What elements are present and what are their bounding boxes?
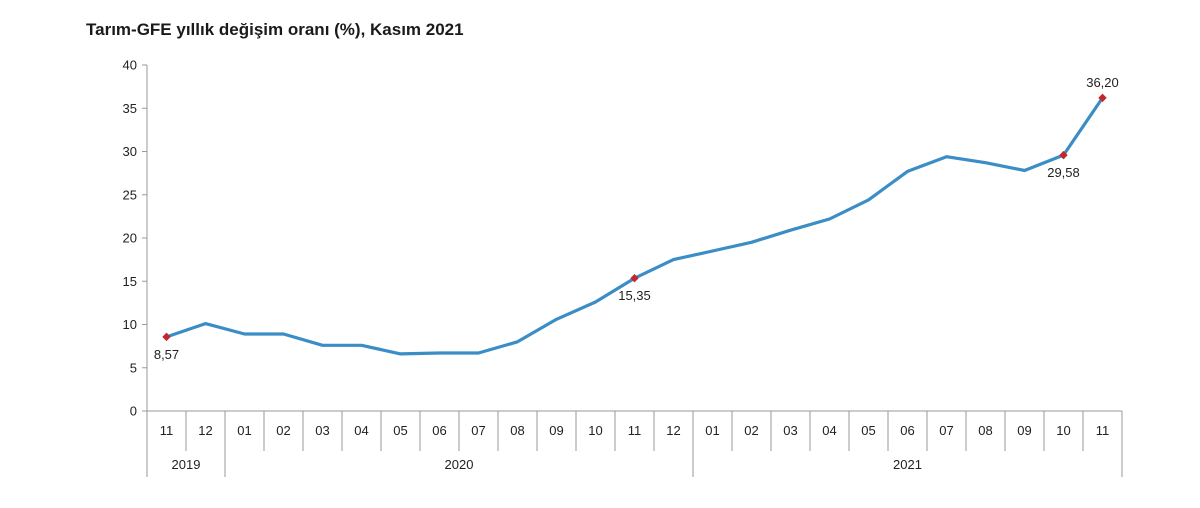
x-tick-label: 12 [198, 423, 212, 438]
x-tick-label: 09 [549, 423, 563, 438]
data-label: 15,35 [618, 288, 651, 303]
year-label: 2020 [445, 457, 474, 472]
x-tick-label: 07 [939, 423, 953, 438]
y-tick-label: 0 [130, 404, 137, 419]
y-tick-label: 5 [130, 360, 137, 375]
x-tick-label: 06 [900, 423, 914, 438]
data-point-marker [1098, 93, 1107, 103]
x-tick-label: 02 [744, 423, 758, 438]
x-tick-label: 05 [861, 423, 875, 438]
x-tick-label: 01 [705, 423, 719, 438]
y-tick-label: 40 [123, 58, 137, 73]
y-tick-label: 15 [123, 274, 137, 289]
data-point-marker [162, 332, 171, 342]
data-label: 29,58 [1047, 165, 1080, 180]
y-tick-label: 25 [123, 187, 137, 202]
y-tick-label: 30 [123, 144, 137, 159]
data-point-marker [1059, 150, 1068, 160]
x-tick-label: 11 [628, 423, 642, 438]
x-tick-label: 03 [315, 423, 329, 438]
y-tick-label: 10 [123, 317, 137, 332]
x-tick-label: 04 [822, 423, 836, 438]
x-tick-label: 04 [354, 423, 368, 438]
chart-title: Tarım-GFE yıllık değişim oranı (%), Kası… [86, 20, 464, 39]
x-tick-label: 11 [1096, 423, 1110, 438]
x-tick-label: 11 [160, 423, 174, 438]
year-label: 2019 [172, 457, 201, 472]
x-tick-label: 05 [393, 423, 407, 438]
x-tick-label: 08 [978, 423, 992, 438]
x-tick-label: 08 [510, 423, 524, 438]
x-tick-label: 02 [276, 423, 290, 438]
x-tick-label: 10 [588, 423, 602, 438]
data-point-marker [630, 274, 639, 283]
y-tick-label: 35 [123, 101, 137, 116]
y-tick-label: 20 [123, 231, 137, 246]
year-label: 2021 [893, 457, 922, 472]
x-tick-label: 06 [432, 423, 446, 438]
x-tick-label: 09 [1017, 423, 1031, 438]
x-tick-label: 07 [471, 423, 485, 438]
data-label: 36,20 [1086, 75, 1119, 90]
data-label: 8,57 [154, 347, 179, 362]
x-tick-label: 12 [666, 423, 680, 438]
series-line [164, 96, 1105, 356]
x-tick-label: 01 [237, 423, 251, 438]
x-tick-label: 10 [1056, 423, 1070, 438]
x-tick-label: 03 [783, 423, 797, 438]
